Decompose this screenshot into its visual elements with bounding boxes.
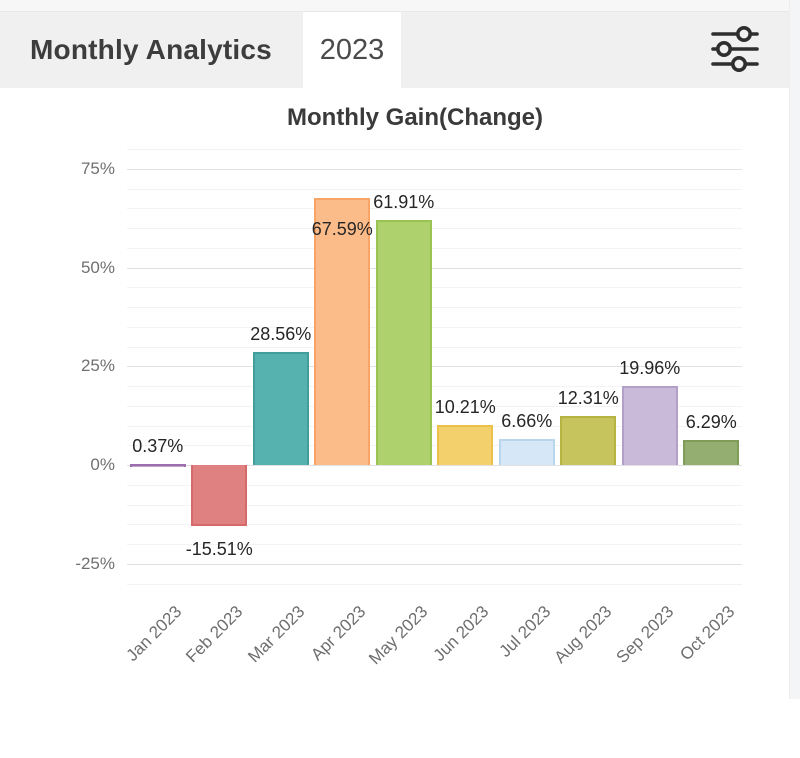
bar-chart: Monthly Gain(Change) 75% 50% 25% 0% -25% 0.37…: [0, 88, 800, 699]
gridline-minor: [127, 386, 742, 387]
bar-jun-2023[interactable]: [437, 424, 494, 465]
gridline-minor: [127, 544, 742, 545]
y-tick-label: 75%: [80, 158, 115, 178]
tab-2023-label: 2023: [319, 33, 385, 66]
bar-feb-2023[interactable]: [191, 465, 248, 527]
gridline-minor: [127, 208, 742, 210]
bar-apr-2023[interactable]: [314, 198, 371, 465]
chart-title: Monthly Gain(Change): [287, 104, 543, 131]
gridline-major: [127, 563, 742, 565]
gridline-major: [127, 168, 742, 170]
y-tick-label: -25%: [75, 553, 115, 573]
y-tick-label: 25%: [80, 356, 115, 376]
header-bar: Monthly Analytics 2023: [0, 12, 800, 88]
gridline-minor: [127, 524, 742, 526]
gridline-minor: [127, 307, 742, 308]
bar-value-label: 6.66%: [501, 410, 553, 431]
gridline-major: [127, 366, 742, 368]
gridline-minor: [127, 188, 742, 190]
gridline-minor: [127, 405, 742, 407]
gridline-minor: [127, 346, 742, 348]
gridline-minor: [127, 504, 742, 506]
bar-value-label: 67.59%: [311, 219, 373, 240]
page-title: Monthly Analytics: [30, 34, 272, 65]
tab-2023[interactable]: 2023: [303, 12, 401, 88]
gridline-minor: [127, 247, 742, 249]
bar-oct-2023[interactable]: [683, 440, 740, 465]
y-tick-label: 0%: [90, 455, 115, 474]
gridline-minor: [127, 326, 742, 328]
bar-aug-2023[interactable]: [560, 416, 617, 465]
top-strip: [0, 0, 800, 12]
bar-value-label: 61.91%: [373, 192, 435, 213]
gridline-minor: [127, 228, 742, 229]
bar-may-2023[interactable]: [375, 220, 432, 465]
gridline-minor: [127, 149, 742, 150]
bar-value-label: 28.56%: [250, 324, 312, 345]
bar-value-label: 6.29%: [685, 412, 737, 433]
bar-jan-2023[interactable]: [129, 463, 186, 468]
bar-jul-2023[interactable]: [498, 438, 555, 465]
bar-mar-2023[interactable]: [252, 352, 309, 465]
bar-value-label: 19.96%: [619, 358, 681, 379]
gridline-major: [127, 267, 742, 269]
y-tick-label: 50%: [80, 257, 115, 277]
filter-settings-button[interactable]: [706, 23, 764, 77]
bar-sep-2023[interactable]: [621, 386, 678, 465]
sliders-icon: [707, 24, 763, 77]
scrollbar-track[interactable]: [789, 0, 800, 699]
gridline-minor: [127, 445, 742, 447]
gridline-major: [127, 465, 742, 466]
gridline-minor: [127, 583, 742, 585]
gridline-minor: [127, 425, 742, 427]
gridline-minor: [127, 484, 742, 486]
bar-value-label: 0.37%: [132, 435, 184, 456]
bar-value-label: 12.31%: [557, 388, 619, 409]
bar-value-label: 10.21%: [434, 396, 496, 417]
gridline-minor: [127, 287, 742, 289]
bar-value-label: -15.51%: [185, 539, 253, 560]
